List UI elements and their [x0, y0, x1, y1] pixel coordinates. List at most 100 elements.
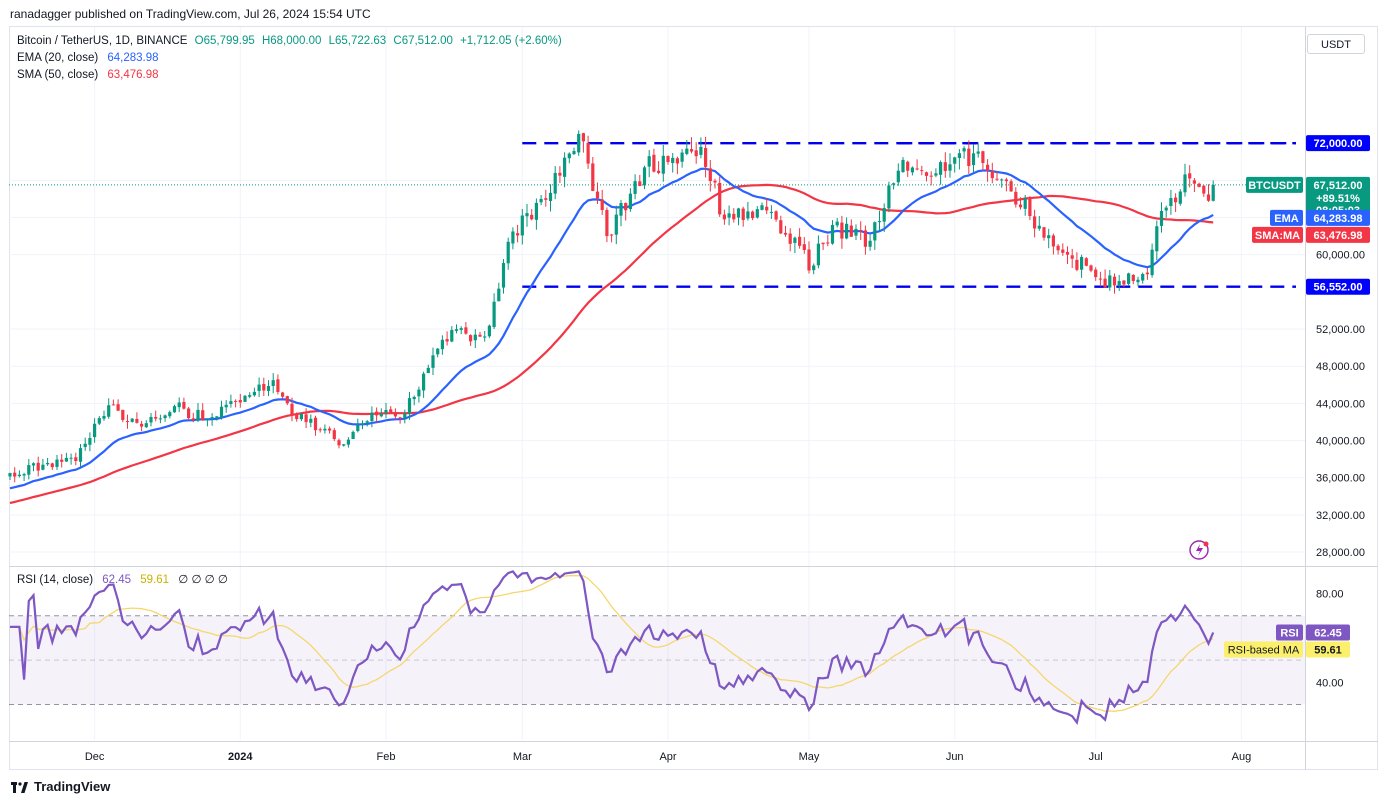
candle-body: [309, 418, 313, 423]
candle: [802, 237, 806, 254]
candle: [342, 443, 346, 447]
candle-body: [1131, 274, 1135, 281]
time-axis-label: Jul: [1089, 751, 1103, 763]
candle-body: [158, 418, 162, 420]
candle-body: [422, 373, 426, 391]
candle: [1145, 267, 1149, 280]
ema-tag-value-bg: [1306, 209, 1370, 226]
chart-frame[interactable]: [9, 26, 1378, 770]
symbol-tag-bg: [1246, 176, 1303, 193]
candle: [262, 377, 266, 397]
candle: [830, 220, 835, 245]
candle-body: [1122, 280, 1126, 285]
time-axis-label: Apr: [659, 751, 676, 763]
candle-body: [1065, 251, 1070, 255]
candle: [525, 204, 529, 227]
candle-body: [1206, 194, 1211, 201]
candle: [389, 406, 393, 414]
candle: [1028, 196, 1032, 221]
candle: [769, 205, 773, 219]
candle-body: [407, 398, 412, 414]
ema-legend[interactable]: EMA (20, close) 64,283.98: [17, 52, 159, 64]
candle-body: [783, 232, 788, 235]
candle: [826, 234, 830, 247]
candle: [60, 454, 64, 468]
sma-legend[interactable]: SMA (50, close) 63,476.98: [17, 69, 159, 81]
candle: [694, 142, 698, 164]
candle: [722, 209, 726, 225]
candle: [812, 263, 816, 275]
candle-body: [845, 223, 849, 239]
candle-body: [46, 462, 50, 465]
candle-body: [558, 172, 562, 176]
candle-body: [1042, 227, 1046, 238]
candle: [304, 408, 308, 429]
candle: [821, 242, 825, 250]
candle: [276, 374, 280, 395]
candle-body: [365, 421, 369, 423]
rsi-legend[interactable]: RSI (14, close) 62.45 59.61 ∅ ∅ ∅ ∅: [17, 572, 228, 586]
symbol-label[interactable]: Bitcoin / TetherUS, 1D, BINANCE: [17, 35, 188, 47]
candle-body: [675, 158, 679, 164]
tradingview-logo[interactable]: TradingView: [11, 779, 110, 794]
candle-body: [732, 213, 736, 220]
candle: [1084, 257, 1088, 267]
candle: [346, 437, 350, 448]
candle: [483, 330, 487, 342]
candle-body: [1018, 204, 1023, 208]
candle-body: [995, 178, 999, 180]
candle: [920, 165, 924, 176]
candle: [704, 136, 708, 178]
candle: [995, 171, 999, 181]
candle: [158, 414, 162, 424]
candle: [360, 420, 365, 430]
candle: [309, 414, 313, 428]
candle-body: [469, 335, 473, 342]
candle: [1174, 193, 1178, 213]
candle: [196, 403, 200, 423]
candle: [718, 176, 722, 217]
candle-body: [370, 412, 374, 421]
candle: [210, 413, 214, 426]
ema-line-layer: [9, 167, 1214, 490]
candle-body: [1037, 225, 1041, 229]
candle: [107, 398, 111, 419]
candle-body: [27, 465, 31, 475]
last-price-value: 67,512.00: [1314, 180, 1363, 192]
candle-body: [713, 180, 717, 183]
candle: [906, 160, 910, 177]
candle-body: [962, 148, 966, 152]
candle-body: [779, 220, 783, 234]
candle: [689, 137, 694, 154]
candle: [548, 184, 553, 212]
candle: [313, 415, 318, 436]
candle-body: [769, 211, 773, 213]
candle-body: [807, 249, 811, 271]
candle: [290, 397, 294, 422]
time-axis-label: May: [799, 751, 820, 763]
candle-body: [440, 339, 444, 350]
candle: [699, 137, 703, 159]
candle: [55, 454, 59, 470]
candle: [1169, 189, 1173, 215]
candle: [299, 412, 303, 422]
candle: [248, 392, 252, 399]
candle-body: [849, 225, 853, 237]
candle-body: [520, 215, 524, 236]
rsi-ma-tag: RSI-based MA 59.61: [1224, 641, 1350, 658]
candle-body: [689, 149, 694, 152]
ema-tag-value: 64,283.98: [1314, 213, 1363, 225]
candle: [177, 397, 181, 413]
candle-body: [478, 334, 482, 337]
candle-body: [1150, 249, 1154, 276]
candle: [356, 418, 360, 433]
currency-selector[interactable]: USDT: [1307, 34, 1365, 54]
rsi-ma-line: [10, 575, 1214, 712]
candle: [558, 166, 562, 184]
candle: [1033, 209, 1037, 238]
candle-body: [892, 183, 896, 185]
candle: [393, 408, 397, 420]
candle: [591, 157, 595, 192]
candle-body: [187, 408, 191, 419]
